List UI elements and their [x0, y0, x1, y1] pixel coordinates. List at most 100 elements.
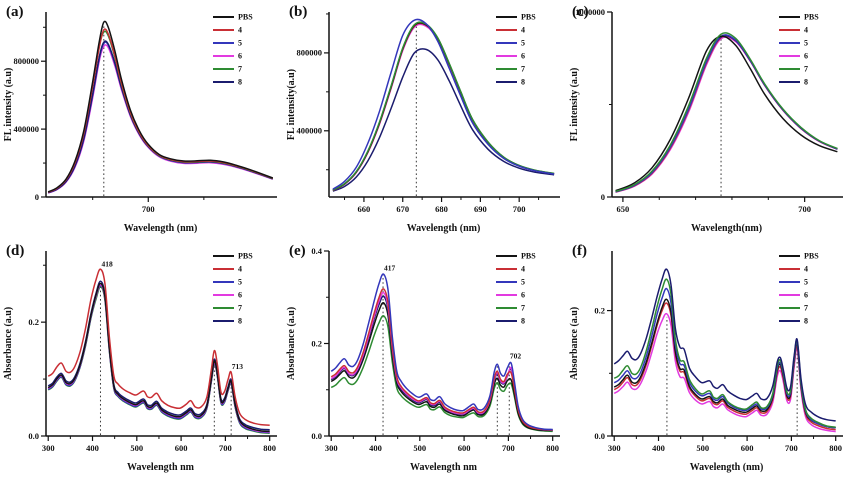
x-axis-title: Wavelength (nm) — [690, 462, 764, 473]
legend-label-6: 6 — [804, 291, 808, 300]
chart-a-canvas: 700 0 400000 800000 Wavelength (nm) FL intens… — [3, 12, 277, 234]
series-line-PBS — [47, 20, 274, 193]
y-tick-label: 800000 — [14, 56, 40, 66]
peak-annotation: 713 — [232, 362, 244, 371]
legend-label-7: 7 — [238, 304, 242, 313]
y-tick-label: 0 — [601, 192, 605, 202]
series-line-5 — [332, 18, 555, 190]
legend-label-6: 6 — [804, 52, 808, 61]
legend-label-5: 5 — [521, 278, 525, 287]
series-line-8 — [613, 268, 836, 422]
panel-f: (f) 300 400 500 600 700 800 0.0 0.2 Wavelength (… — [566, 239, 849, 478]
legend-label-7: 7 — [521, 65, 525, 74]
legend-label-PBS: PBS — [521, 13, 536, 22]
legend-label-4: 4 — [238, 265, 242, 274]
legend-label-7: 7 — [804, 65, 808, 74]
series-line-PBS — [330, 301, 553, 432]
legend-label-6: 6 — [238, 291, 242, 300]
panel-label-c: (c) — [572, 4, 589, 20]
legend-label-5: 5 — [238, 278, 242, 287]
y-tick-label: 1000000 — [575, 7, 605, 17]
legend-label-4: 4 — [521, 265, 525, 274]
panel-c: (c) 650 700 0 1000000 Wavelength(nm) FL inten… — [566, 0, 849, 239]
chart-e-canvas: 300 400 500 600 700 800 0.0 0.2 0.4 Wavelength nm… — [286, 246, 560, 473]
x-axis-title: Wavelength nm — [127, 462, 195, 473]
x-axis-title: Wavelength(nm) — [691, 223, 762, 234]
series-line-PBS — [47, 282, 270, 433]
legend-label-PBS: PBS — [238, 13, 253, 22]
x-axis-title: Wavelength (nm) — [407, 223, 481, 234]
y-tick-label: 0.2 — [594, 305, 605, 315]
x-tick-label: 600 — [175, 443, 188, 453]
series-line-6 — [613, 312, 836, 433]
legend-label-8: 8 — [238, 78, 242, 87]
legend-label-6: 6 — [521, 52, 525, 61]
y-axis-title: FL intensity (a.u) — [3, 68, 14, 142]
x-tick-label: 400 — [652, 443, 665, 453]
series-line-4 — [330, 288, 553, 431]
x-tick-label: 700 — [142, 204, 155, 214]
x-tick-label: 800 — [829, 443, 842, 453]
series-line-8 — [332, 48, 555, 192]
panel-label-d: (d) — [6, 243, 25, 259]
y-tick-label: 400000 — [297, 126, 323, 136]
chart-b-canvas: 660 670 680 690 700 400000 800000 Wavelength (n… — [286, 12, 560, 234]
x-tick-label: 670 — [396, 204, 409, 214]
x-tick-label: 690 — [474, 204, 487, 214]
legend-label-5: 5 — [804, 278, 808, 287]
series-line-PBS — [615, 35, 838, 192]
y-axis-title: Absorbance (a.u) — [286, 307, 297, 380]
y-axis-title: FL intensity(a.u) — [286, 69, 297, 140]
panel-a: (a) 700 0 400000 800000 Wavelength (nm) FL in… — [0, 0, 283, 239]
chart-d-canvas: 300 400 500 600 700 800 0.0 0.2 Wavelength nm Abs… — [3, 251, 277, 473]
panel-label-a: (a) — [6, 4, 24, 20]
panel-e: (e) 300 400 500 600 700 800 0.0 0.2 0.4 Wavelengt… — [283, 239, 566, 478]
panel-label-e: (e) — [289, 243, 306, 259]
legend-label-7: 7 — [521, 304, 525, 313]
series-line-7 — [332, 21, 555, 191]
y-tick-label: 0.0 — [311, 431, 322, 441]
x-tick-label: 300 — [608, 443, 621, 453]
x-tick-label: 680 — [435, 204, 448, 214]
legend-label-4: 4 — [804, 265, 808, 274]
legend-label-PBS: PBS — [804, 252, 819, 261]
legend-label-4: 4 — [521, 26, 525, 35]
legend-label-8: 8 — [804, 78, 808, 87]
series-line-7 — [615, 32, 838, 193]
legend-label-7: 7 — [238, 65, 242, 74]
y-tick-label: 0.4 — [311, 246, 322, 256]
chart-c-canvas: 650 700 0 1000000 Wavelength(nm) FL intensity… — [569, 7, 843, 234]
y-tick-label: 0.2 — [311, 338, 322, 348]
legend-label-8: 8 — [521, 317, 525, 326]
x-tick-label: 400 — [86, 443, 99, 453]
legend-label-7: 7 — [804, 304, 808, 313]
x-tick-label: 700 — [798, 204, 811, 214]
legend-label-6: 6 — [238, 52, 242, 61]
y-tick-label: 400000 — [14, 124, 40, 134]
legend-label-8: 8 — [238, 317, 242, 326]
legend-label-4: 4 — [804, 26, 808, 35]
y-axis-title: Absorbance (a.u) — [569, 307, 580, 380]
legend-label-PBS: PBS — [804, 13, 819, 22]
panel-label-b: (b) — [289, 4, 308, 20]
legend-label-5: 5 — [238, 39, 242, 48]
x-tick-label: 700 — [219, 443, 232, 453]
panel-label-f: (f) — [572, 243, 587, 259]
y-tick-label: 0.0 — [28, 431, 39, 441]
y-tick-label: 0 — [35, 192, 39, 202]
legend-label-8: 8 — [521, 78, 525, 87]
peak-annotation: 418 — [101, 259, 113, 268]
x-tick-label: 300 — [325, 443, 338, 453]
y-tick-label: 0.0 — [594, 431, 605, 441]
x-tick-label: 500 — [413, 443, 426, 453]
x-tick-label: 660 — [358, 204, 371, 214]
x-axis-title: Wavelength nm — [410, 462, 478, 473]
series-line-PBS — [613, 298, 836, 429]
panel-b: (b) 660 670 680 690 700 400000 800000 Wavelengt… — [283, 0, 566, 239]
y-tick-label: 0.2 — [28, 317, 39, 327]
series-line-5 — [330, 273, 553, 431]
x-tick-label: 700 — [513, 204, 526, 214]
legend-label-5: 5 — [804, 39, 808, 48]
x-tick-label: 600 — [458, 443, 471, 453]
